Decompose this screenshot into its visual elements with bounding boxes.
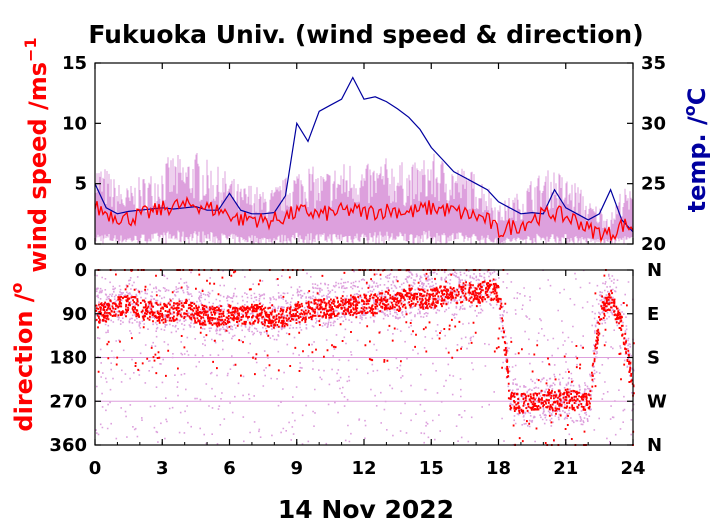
left-tick-label: 10 bbox=[62, 113, 87, 134]
left-tick-label: 0 bbox=[74, 234, 87, 255]
x-tick-label: 12 bbox=[351, 458, 376, 479]
temperature-axis-label-text: temp. / bbox=[683, 116, 711, 212]
right-tick-label: 20 bbox=[641, 234, 666, 255]
x-tick-label: 21 bbox=[553, 458, 578, 479]
x-tick-label: 18 bbox=[486, 458, 511, 479]
x-tick-label: 6 bbox=[223, 458, 236, 479]
bottom-axis-ticks: 0 N 90 E 180 S 270 W 360 N 0 3 6 9 12 15 18 21 24 bbox=[49, 260, 667, 479]
temperature-axis-label-sup: o bbox=[680, 105, 699, 116]
wind-speed-temperature-panel: 0 5 10 15 20 25 30 35 bbox=[62, 53, 666, 255]
wind-speed-mean-line-group bbox=[94, 195, 634, 244]
x-tick-label: 3 bbox=[156, 458, 169, 479]
direction-left-tick-label: 0 bbox=[74, 260, 87, 281]
wind-speed-mean-line bbox=[94, 195, 634, 244]
right-tick-label: 30 bbox=[641, 113, 666, 134]
direction-compass-label: N bbox=[647, 435, 662, 456]
wind-speed-axis-label: wind speed /ms−1 bbox=[21, 37, 52, 272]
direction-axis-label-sup: o bbox=[7, 282, 26, 293]
left-tick-label: 15 bbox=[62, 53, 87, 74]
date-axis-label: 14 Nov 2022 bbox=[278, 495, 454, 524]
direction-compass-label: E bbox=[647, 304, 659, 325]
direction-axis-label-text: direction / bbox=[10, 293, 38, 431]
direction-left-tick-label: 360 bbox=[49, 435, 87, 456]
temperature-axis-label-unit: C bbox=[683, 88, 711, 106]
direction-compass-label: W bbox=[647, 391, 667, 412]
x-tick-label: 0 bbox=[89, 458, 102, 479]
direction-left-tick-label: 90 bbox=[62, 304, 87, 325]
x-tick-label: 24 bbox=[620, 458, 645, 479]
temperature-line-group bbox=[94, 76, 634, 233]
wind-speed-axis-label-text: wind speed /ms bbox=[24, 62, 52, 273]
wind-direction-panel: 0 N 90 E 180 S 270 W 360 N 0 3 6 9 12 15 18 21 24 bbox=[49, 260, 667, 479]
temperature-line bbox=[94, 76, 634, 233]
direction-compass-label: S bbox=[647, 348, 660, 369]
top-axis-ticks: 0 5 10 15 20 25 30 35 bbox=[62, 53, 666, 255]
direction-left-tick-label: 270 bbox=[49, 391, 87, 412]
right-tick-label: 35 bbox=[641, 53, 666, 74]
right-tick-label: 25 bbox=[641, 174, 666, 195]
wind-speed-axis-label-sup: −1 bbox=[21, 37, 40, 62]
left-tick-label: 5 bbox=[74, 174, 87, 195]
x-tick-label: 9 bbox=[290, 458, 303, 479]
direction-compass-label: N bbox=[647, 260, 662, 281]
direction-left-tick-label: 180 bbox=[49, 348, 87, 369]
chart-title: Fukuoka Univ. (wind speed & direction) bbox=[88, 20, 643, 49]
temperature-axis-label: temp. /oC bbox=[680, 88, 711, 213]
x-tick-label: 15 bbox=[419, 458, 444, 479]
direction-axis-label: direction /o bbox=[7, 282, 38, 431]
